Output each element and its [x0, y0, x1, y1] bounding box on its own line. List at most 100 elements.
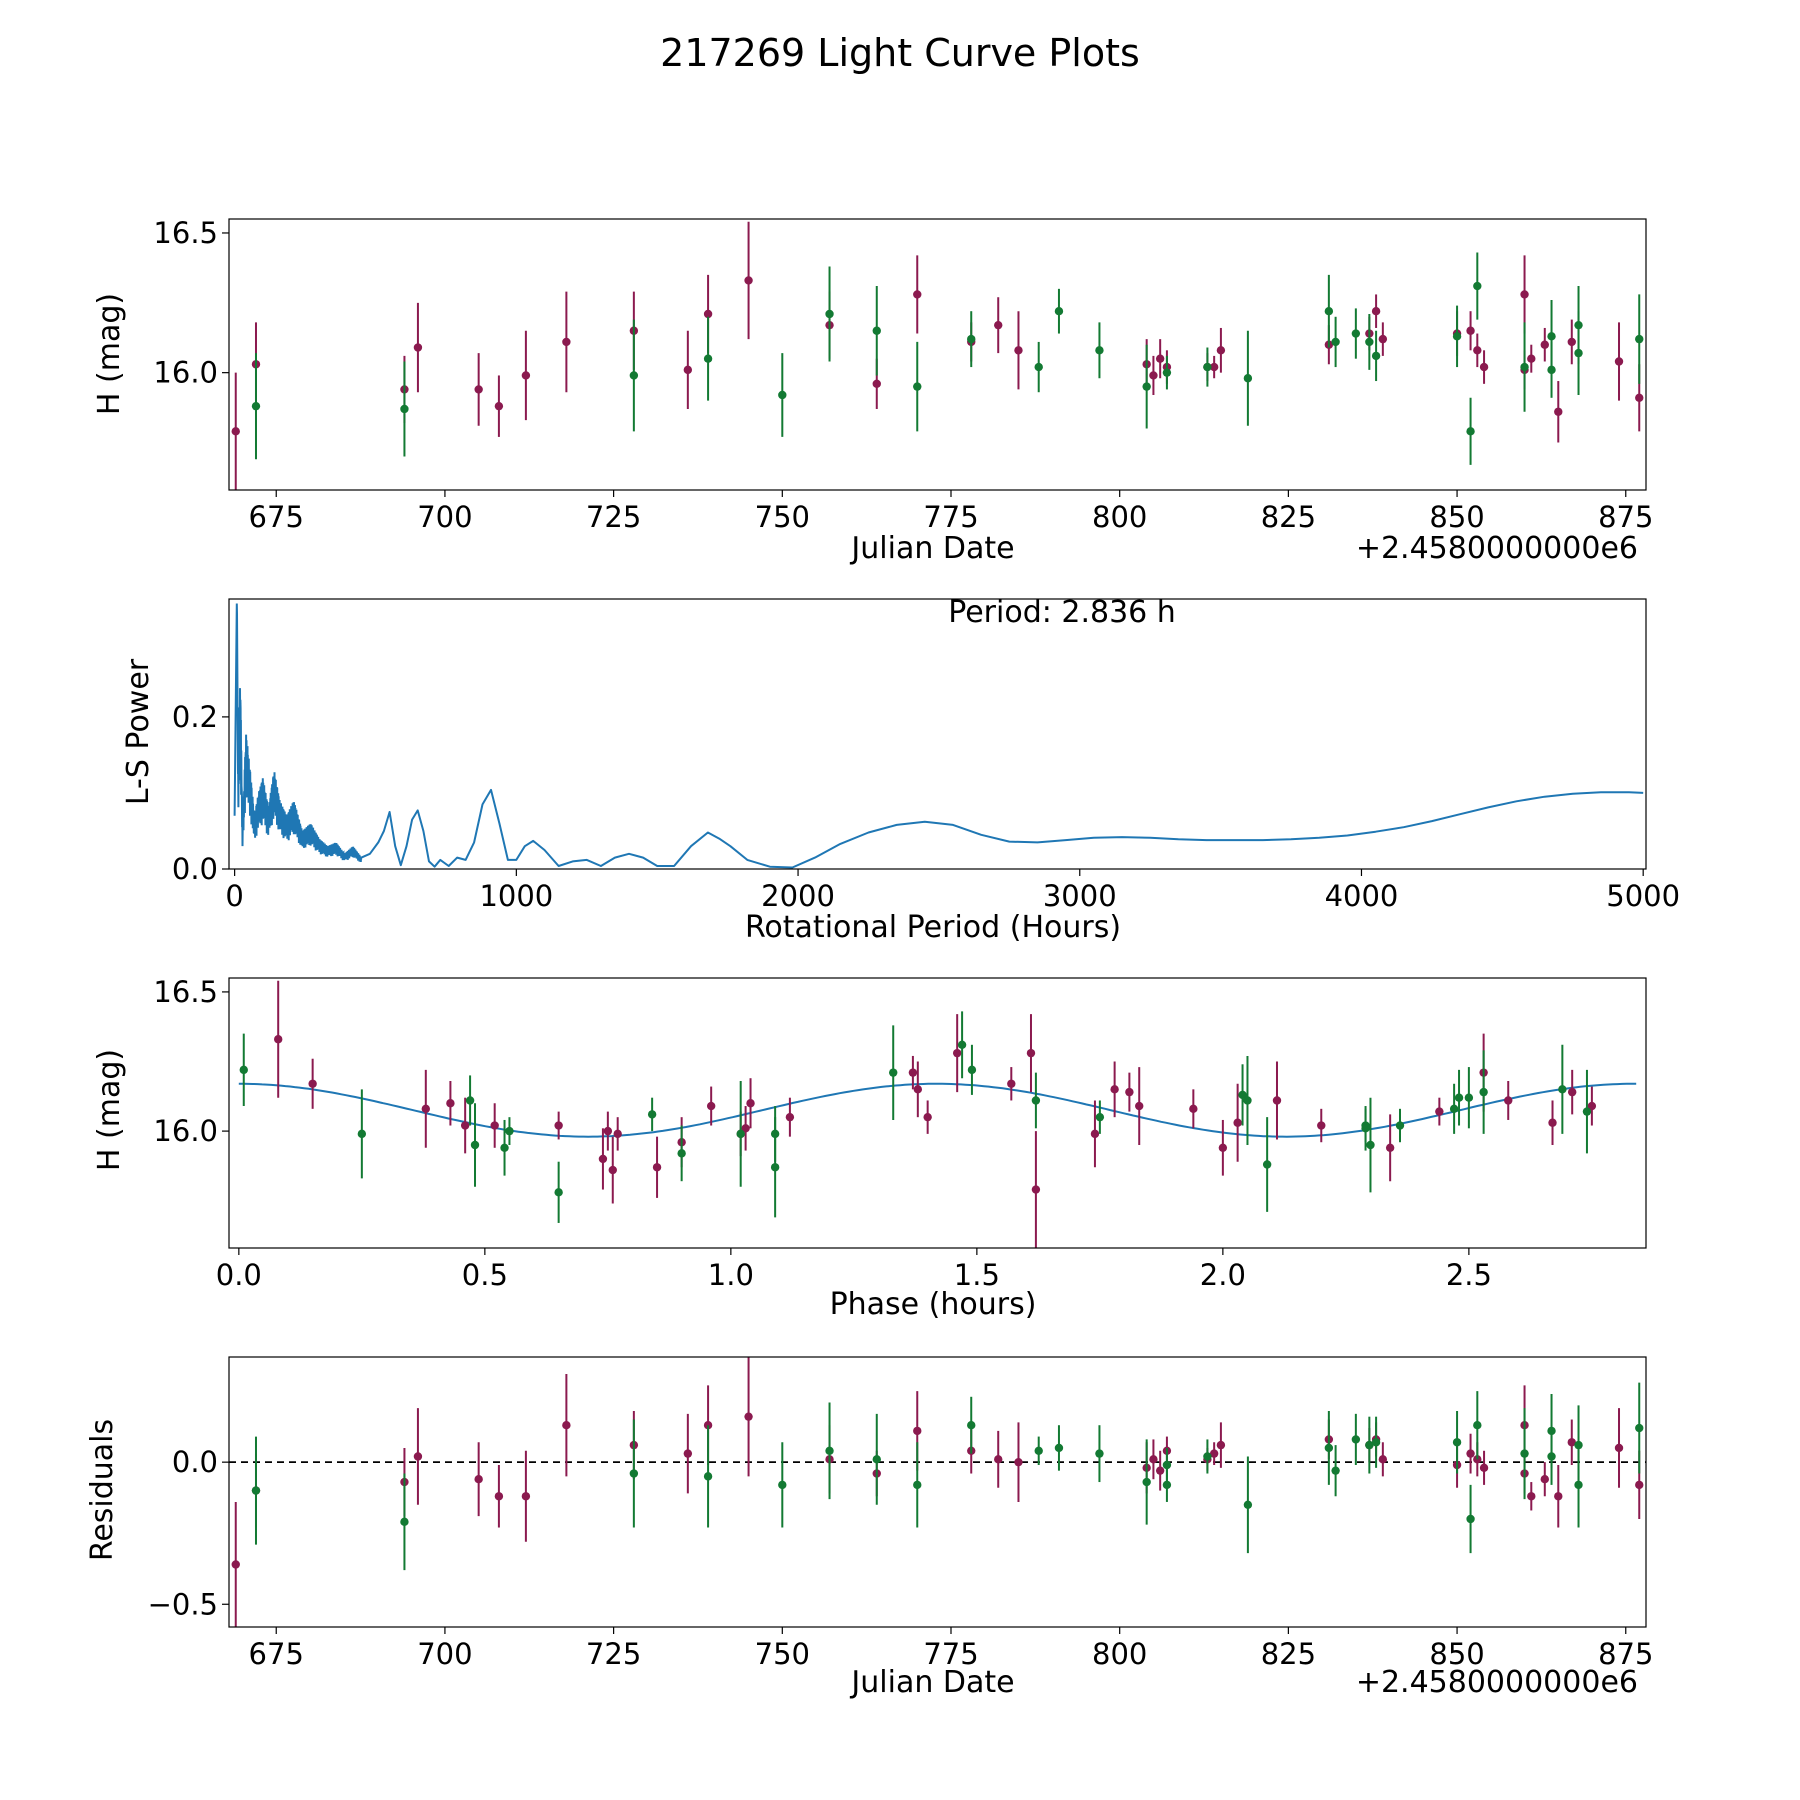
phased-xtick-label: 1.5	[954, 1258, 1000, 1292]
periodogram-dense-line	[233, 603, 363, 862]
residuals-point-red	[1554, 1492, 1563, 1501]
lightcurve-point-green	[1574, 348, 1583, 358]
periodogram-xlabel: Rotational Period (Hours)	[745, 910, 1121, 945]
phased-point-red	[1110, 1085, 1119, 1094]
lightcurve-point-green	[778, 390, 787, 400]
phased-point-red	[274, 1035, 283, 1044]
phased-point-red	[1567, 1087, 1577, 1097]
phased-point-red	[1189, 1104, 1198, 1114]
phased-point-green	[889, 1068, 898, 1077]
residuals-point-red	[1149, 1455, 1158, 1464]
phased-point-red	[908, 1068, 918, 1077]
residuals-point-red	[413, 1452, 423, 1461]
lightcurve-panel: H (mag) Julian Date +2.4580000000e6 675 7…	[92, 216, 1653, 566]
residuals-point-red	[1209, 1449, 1219, 1458]
lightcurve-xtick-label: 775	[923, 500, 978, 534]
phased-point-red	[613, 1129, 622, 1139]
lightcurve-point-green	[1547, 332, 1556, 341]
residuals-point-green	[872, 1455, 881, 1464]
phased-point-green	[505, 1126, 514, 1136]
residuals-point-green	[1466, 1514, 1475, 1524]
phased-point-green	[647, 1110, 657, 1119]
phased-point-green	[736, 1129, 745, 1139]
lightcurve-ylabel: H (mag)	[92, 293, 127, 415]
residuals-xlabel: Julian Date	[849, 1665, 1014, 1700]
lightcurve-point-green	[1324, 306, 1334, 316]
phased-xtick-label: 2.5	[1446, 1258, 1492, 1292]
residuals-point-green	[913, 1480, 922, 1490]
phased-point-red	[1125, 1087, 1134, 1097]
lightcurve-xtick-label: 875	[1598, 500, 1653, 534]
lightcurve-point-green	[1365, 337, 1374, 347]
residuals-xtick-label: 800	[1092, 1637, 1147, 1671]
periodogram-xtick-label: 1000	[479, 879, 553, 913]
phased-point-green	[470, 1140, 480, 1150]
phased-point-green	[357, 1129, 367, 1139]
residuals-point-green	[1162, 1480, 1172, 1490]
periodogram-ytick-label: 0.0	[172, 852, 218, 886]
phased-point-green	[1479, 1087, 1488, 1097]
residuals-point-green	[1142, 1477, 1151, 1487]
residuals-point-green	[703, 1472, 713, 1481]
phased-point-red	[1218, 1143, 1228, 1152]
lightcurve-point-red	[474, 385, 483, 394]
phased-point-green	[1262, 1160, 1272, 1169]
phased-model-curve	[238, 1082, 1637, 1138]
lightcurve-point-green	[1520, 362, 1529, 372]
phased-frame	[228, 977, 1647, 1249]
phased-xtick-label: 2.0	[1200, 1258, 1246, 1292]
phased-point-red	[421, 1104, 431, 1114]
phased-point-red	[706, 1101, 716, 1111]
phased-point-red	[1026, 1048, 1036, 1058]
lightcurve-ytick-label: 16.0	[153, 356, 218, 390]
lightcurve-point-red	[1216, 346, 1226, 355]
phased-point-red	[608, 1165, 617, 1175]
phased-point-red	[554, 1121, 563, 1130]
lightcurve-point-green	[1162, 368, 1172, 377]
periodogram-plot-area	[233, 603, 1644, 869]
phased-point-green	[1238, 1090, 1247, 1100]
lightcurve-point-green	[400, 404, 409, 414]
period-annotation: Period: 2.836 h	[948, 595, 1176, 630]
phased-point-green	[1243, 1096, 1252, 1105]
phased-point-red	[1504, 1096, 1513, 1105]
phased-point-green	[1454, 1093, 1464, 1102]
lightcurve-point-red	[1614, 357, 1624, 366]
phased-point-red	[308, 1079, 317, 1088]
residuals-point-green	[1331, 1466, 1340, 1475]
residuals-point-green	[400, 1517, 409, 1527]
phased-point-green	[770, 1163, 780, 1172]
phased-point-red	[913, 1085, 923, 1094]
lightcurve-point-green	[1243, 374, 1253, 383]
lightcurve-point-red	[1209, 362, 1219, 372]
residuals-point-red	[1635, 1480, 1644, 1490]
residuals-point-green	[1371, 1438, 1381, 1447]
phased-point-red	[1317, 1121, 1326, 1130]
lightcurve-point-red	[1540, 340, 1549, 349]
lightcurve-point-red	[1473, 346, 1482, 355]
residuals-point-red	[913, 1426, 922, 1436]
lightcurve-ytick-label: 16.5	[153, 216, 218, 250]
residuals-point-red	[494, 1492, 504, 1501]
residuals-point-red	[1216, 1440, 1226, 1450]
residuals-point-red	[1567, 1438, 1576, 1447]
phased-xtick-label: 0.0	[216, 1258, 262, 1292]
phased-point-red	[1548, 1118, 1557, 1127]
residuals-ytick-label: −0.5	[148, 1587, 218, 1621]
residuals-ylabel: Residuals	[85, 1419, 120, 1561]
lightcurve-point-red	[1149, 371, 1158, 380]
lightcurve-point-green	[1371, 351, 1381, 361]
suptitle: 217269 Light Curve Plots	[660, 31, 1140, 75]
phased-point-green	[1558, 1085, 1567, 1094]
lightcurve-point-red	[413, 343, 423, 352]
periodogram-ytick-label: 0.2	[172, 700, 218, 734]
lightcurve-point-green	[251, 401, 261, 411]
phased-point-red	[1272, 1096, 1282, 1105]
residuals-point-red	[1540, 1475, 1549, 1484]
phased-panel: H (mag) Phase (hours) 0.0 0.5 1.0 1.5 2.0 2.5…	[92, 975, 1647, 1322]
phased-point-green	[1464, 1093, 1474, 1102]
lightcurve-point-red	[1014, 346, 1023, 355]
lightcurve-point-red	[494, 401, 504, 411]
residuals-point-green	[1095, 1449, 1104, 1458]
residuals-point-red	[683, 1449, 693, 1458]
